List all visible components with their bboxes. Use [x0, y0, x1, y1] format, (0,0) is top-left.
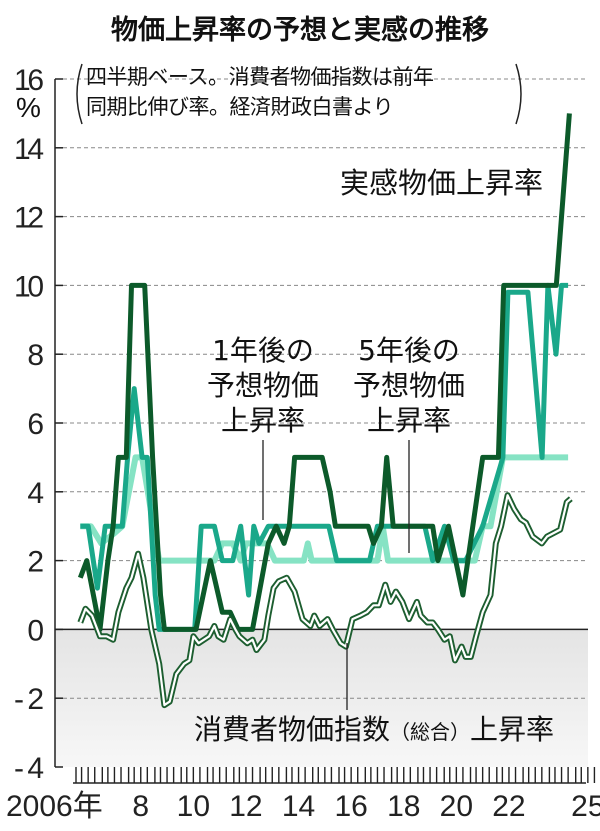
source-note: 四半期ベース。消費者物価指数は前年 同期比伸び率。経済財政白書より [86, 62, 434, 122]
x-tick-label: 18 [387, 790, 420, 823]
leader-lines [262, 440, 410, 710]
series-lines [77, 113, 573, 709]
label-line: 1年後の [212, 334, 314, 367]
y-tick-label: -4 [14, 752, 44, 785]
x-tick-label: 25 [571, 790, 600, 823]
label-cpi-main: 消費者物価指数 [194, 713, 391, 746]
source-note-line2: 同期比伸び率。経済財政白書より [86, 95, 394, 119]
chart-title: 物価上昇率の予想と実感の推移 [111, 15, 489, 46]
label-line: 予想物価 [206, 369, 319, 402]
label-line: 予想物価 [352, 369, 465, 402]
axes: -4 -2 0 2 4 6 8 10 12 14 16 2006年 8 10 12 14 16 18 20 22 25 [6, 64, 600, 823]
y-tick-label: 12 [14, 202, 44, 235]
y-tick-label: 4 [27, 477, 44, 510]
x-tick-label: 20 [440, 790, 473, 823]
x-tick-label: 10 [177, 790, 210, 823]
label-one-year-expectation: 1年後の 予想物価 上昇率 [202, 333, 324, 438]
y-tick-label: 14 [14, 133, 44, 166]
y-tick-label: 0 [27, 614, 44, 647]
label-cpi-suffix: 上昇率 [470, 713, 555, 746]
x-tick-label: 14 [282, 790, 315, 823]
x-tick-label: 8 [132, 790, 149, 823]
y-tick-label: -2 [14, 683, 44, 716]
label-line: 上昇率 [366, 404, 451, 437]
y-tick-label: 10 [14, 270, 44, 303]
label-line: 上昇率 [220, 404, 305, 437]
series-line-cpi [79, 494, 572, 707]
x-tick-label: 22 [492, 790, 525, 823]
label-line: 5年後の [358, 334, 460, 367]
label-actual-inflation: 実感物価上昇率 [340, 166, 544, 200]
note-parentheses [76, 63, 522, 125]
series-line-actual [77, 113, 572, 632]
label-cpi-paren: （総合） [390, 720, 471, 744]
y-tick-label: 8 [27, 339, 44, 372]
label-cpi: 消費者物価指数（総合）上昇率 [194, 712, 554, 750]
y-tick-label: 16 [14, 64, 44, 97]
label-five-year-expectation: 5年後の 予想物価 上昇率 [348, 333, 470, 438]
x-tick-label: 2006年 [6, 790, 103, 823]
x-tick-label: 16 [334, 790, 367, 823]
y-tick-label: 6 [27, 408, 44, 441]
x-tick-label: 12 [229, 790, 262, 823]
y-axis-unit: % [16, 92, 41, 123]
y-tick-label: 2 [27, 546, 44, 579]
series-line-one-year [80, 282, 569, 632]
source-note-line1: 四半期ベース。消費者物価指数は前年 [86, 65, 434, 89]
